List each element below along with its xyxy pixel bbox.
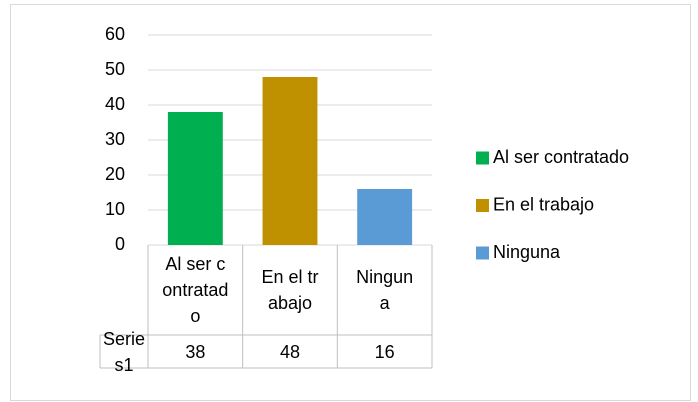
bar: [262, 77, 318, 245]
y-tick-label: 40: [105, 94, 125, 114]
bar: [357, 189, 413, 245]
category-label: En el trabajo: [261, 267, 319, 313]
table-value: 38: [185, 341, 206, 362]
y-tick-label: 10: [105, 199, 125, 219]
chart-border: [10, 4, 691, 401]
table-value: 16: [374, 341, 395, 362]
legend-swatch: [476, 151, 489, 165]
y-tick-label: 50: [105, 59, 125, 79]
legend-label: Al ser contratado: [493, 147, 629, 167]
category-label: Al ser contratado: [162, 254, 229, 326]
legend-swatch: [476, 246, 489, 260]
category-label: Ninguna: [356, 267, 414, 313]
legend-swatch: [476, 199, 489, 212]
y-tick-label: 20: [105, 164, 125, 184]
legend-label: En el trabajo: [493, 194, 594, 214]
table-value: 48: [279, 341, 300, 362]
bar: [167, 112, 223, 245]
y-tick-label: 30: [105, 129, 125, 149]
legend-label: Ninguna: [493, 242, 561, 262]
series-name: Series1: [102, 328, 146, 375]
y-tick-label: 60: [105, 24, 125, 44]
y-tick-label: 0: [115, 234, 125, 254]
